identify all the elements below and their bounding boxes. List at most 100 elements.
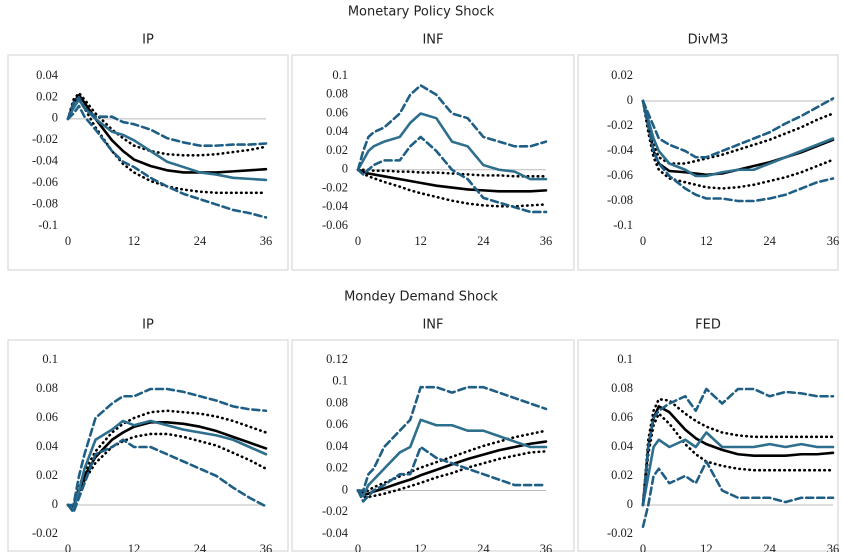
series-line bbox=[66, 93, 268, 174]
section-title: Monetary Policy Shock bbox=[348, 5, 495, 20]
y-tick-label: 0.1 bbox=[332, 68, 348, 82]
series-line bbox=[641, 99, 835, 190]
y-tick-label: 0.08 bbox=[326, 395, 348, 409]
series-line bbox=[641, 412, 835, 507]
section-title: Mondey Demand Shock bbox=[344, 290, 498, 305]
series-line bbox=[641, 99, 835, 165]
series-line bbox=[641, 431, 835, 507]
panel-title: IP bbox=[142, 318, 154, 333]
series-line bbox=[356, 112, 548, 181]
series-line bbox=[641, 460, 835, 529]
x-tick-label: 0 bbox=[65, 542, 71, 552]
series-line bbox=[66, 438, 268, 514]
y-tick-label: 0 bbox=[52, 111, 58, 125]
x-tick-label: 0 bbox=[640, 542, 646, 552]
series-line bbox=[356, 450, 548, 499]
series-line bbox=[66, 421, 268, 510]
y-tick-label: 0 bbox=[52, 497, 58, 511]
y-tick-label: -0.04 bbox=[322, 199, 349, 213]
y-tick-label: 0.1 bbox=[332, 374, 348, 388]
x-tick-label: 12 bbox=[414, 542, 427, 552]
y-tick-label: 0.1 bbox=[617, 352, 633, 366]
series-line bbox=[66, 104, 268, 219]
series-line bbox=[641, 99, 835, 178]
series-line bbox=[66, 98, 268, 182]
x-tick-label: 12 bbox=[414, 234, 427, 248]
y-tick-label: -0.02 bbox=[322, 180, 348, 194]
x-tick-label: 24 bbox=[763, 234, 776, 248]
y-tick-label: -0.02 bbox=[607, 118, 633, 132]
x-tick-label: 36 bbox=[540, 234, 553, 248]
y-tick-label: 0.02 bbox=[326, 143, 348, 157]
x-tick-label: 36 bbox=[540, 542, 553, 552]
y-tick-label: 0.04 bbox=[36, 439, 59, 453]
y-tick-label: -0.02 bbox=[32, 132, 58, 146]
x-tick-label: 12 bbox=[700, 234, 713, 248]
panel-border bbox=[291, 339, 575, 552]
x-tick-label: 36 bbox=[260, 234, 273, 248]
series-line bbox=[641, 99, 835, 203]
x-tick-label: 24 bbox=[477, 234, 490, 248]
y-tick-label: -0.06 bbox=[607, 168, 633, 182]
y-tick-label: 0.08 bbox=[326, 87, 348, 101]
series-line bbox=[66, 409, 268, 507]
x-tick-label: 36 bbox=[827, 234, 840, 248]
y-tick-label: 0.02 bbox=[36, 89, 58, 103]
y-tick-label: 0.04 bbox=[36, 68, 59, 82]
panel-title: FED bbox=[695, 318, 721, 333]
panel-title: IP bbox=[142, 33, 154, 48]
series-line bbox=[641, 397, 835, 507]
x-tick-label: 12 bbox=[128, 234, 141, 248]
panel-border bbox=[577, 54, 839, 271]
x-tick-label: 24 bbox=[477, 542, 490, 552]
y-tick-label: -0.04 bbox=[322, 526, 349, 540]
series-line bbox=[356, 168, 548, 193]
series-line bbox=[356, 135, 548, 214]
y-tick-label: 0.04 bbox=[326, 124, 349, 138]
y-tick-label: 0.04 bbox=[326, 439, 349, 453]
x-tick-label: 24 bbox=[194, 542, 207, 552]
series-line bbox=[66, 387, 268, 507]
series-line bbox=[641, 387, 835, 507]
y-tick-label: -0.08 bbox=[32, 196, 58, 210]
y-tick-label: 0 bbox=[342, 482, 348, 496]
y-tick-label: -0.1 bbox=[38, 218, 58, 232]
y-tick-label: -0.06 bbox=[322, 218, 348, 232]
series-line bbox=[66, 98, 268, 195]
series-line bbox=[66, 419, 268, 511]
panel-border bbox=[577, 339, 839, 552]
series-line bbox=[356, 84, 548, 172]
x-tick-label: 12 bbox=[128, 542, 141, 552]
y-tick-label: -0.02 bbox=[607, 526, 633, 540]
y-tick-label: 0.02 bbox=[326, 461, 348, 475]
y-tick-label: -0.04 bbox=[607, 143, 634, 157]
y-tick-label: 0 bbox=[342, 162, 348, 176]
y-tick-label: 0.06 bbox=[36, 410, 58, 424]
y-tick-label: -0.06 bbox=[32, 175, 58, 189]
y-tick-label: 0.02 bbox=[611, 68, 633, 82]
y-tick-label: 0.06 bbox=[326, 105, 348, 119]
y-tick-label: -0.04 bbox=[32, 154, 59, 168]
y-tick-label: 0.08 bbox=[611, 381, 633, 395]
series-line bbox=[66, 91, 268, 157]
series-line bbox=[356, 429, 548, 494]
panel-title: INF bbox=[422, 33, 443, 48]
y-tick-label: 0.1 bbox=[42, 352, 58, 366]
y-tick-label: 0.04 bbox=[611, 439, 634, 453]
series-line bbox=[66, 432, 268, 513]
y-tick-label: 0.02 bbox=[36, 468, 58, 482]
y-tick-label: -0.02 bbox=[32, 526, 58, 540]
y-tick-label: 0.06 bbox=[611, 410, 633, 424]
x-tick-label: 0 bbox=[65, 234, 71, 248]
x-tick-label: 36 bbox=[260, 542, 273, 552]
series-line bbox=[641, 97, 835, 159]
series-line bbox=[356, 445, 548, 503]
x-tick-label: 0 bbox=[640, 234, 646, 248]
series-line bbox=[641, 405, 835, 507]
series-line bbox=[66, 96, 268, 147]
series-line bbox=[356, 418, 548, 498]
panel-border bbox=[7, 54, 289, 271]
panel-title: INF bbox=[422, 318, 443, 333]
y-tick-label: -0.02 bbox=[322, 504, 348, 518]
